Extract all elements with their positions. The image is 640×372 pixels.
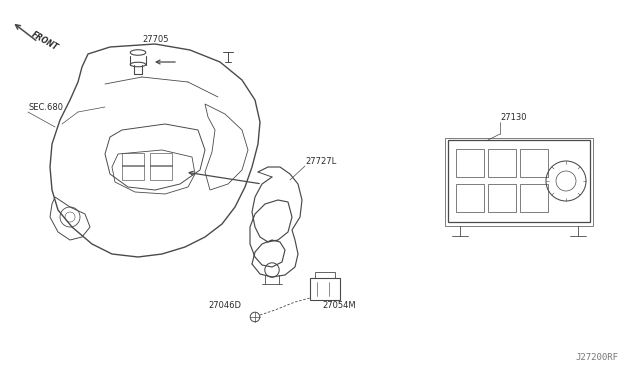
Text: FRONT: FRONT xyxy=(30,30,60,52)
Bar xyxy=(122,165,144,180)
Text: 27727L: 27727L xyxy=(305,157,336,166)
Text: J27200RF: J27200RF xyxy=(575,353,618,362)
Bar xyxy=(150,153,172,166)
Text: 27054M: 27054M xyxy=(322,301,356,310)
Bar xyxy=(520,149,548,177)
Bar xyxy=(520,184,548,212)
Bar xyxy=(122,153,144,166)
Text: SEC.680: SEC.680 xyxy=(28,103,63,112)
Bar xyxy=(488,149,516,177)
Bar xyxy=(448,140,590,222)
Text: 27130: 27130 xyxy=(500,113,527,122)
Bar xyxy=(150,165,172,180)
Text: 27046D: 27046D xyxy=(208,301,241,310)
Bar xyxy=(488,184,516,212)
Bar xyxy=(456,149,484,177)
Bar xyxy=(315,272,335,278)
Bar xyxy=(445,138,593,226)
Bar xyxy=(456,184,484,212)
Text: 27705: 27705 xyxy=(142,35,168,44)
Bar xyxy=(310,278,340,300)
